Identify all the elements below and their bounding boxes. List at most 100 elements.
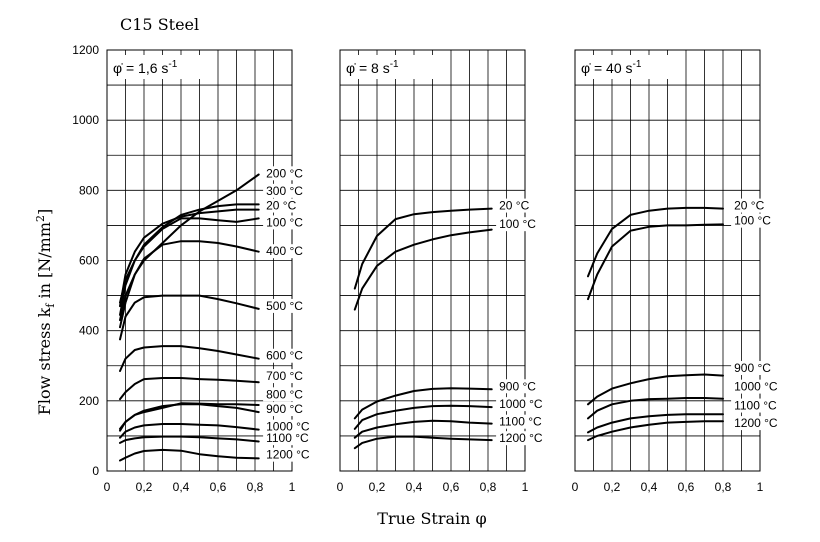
series-line-200c — [119, 173, 260, 322]
x-tick-label: 0 — [104, 480, 111, 494]
series-label-bg — [496, 217, 551, 232]
x-tick-label: 0 — [572, 480, 579, 494]
series-label-bg — [263, 387, 318, 402]
y-tick-label: 400 — [79, 324, 99, 338]
y-tick-label: 1200 — [72, 43, 99, 57]
series-label: 1100 °C — [734, 399, 777, 413]
series-label-bg — [263, 215, 318, 230]
panel-1: 0 200 400 600 800 1000 1200 0 0,2 0,4 0,6 0,8 1 φ̇ = … — [72, 43, 318, 494]
series-line-1000c — [119, 423, 260, 439]
y-tick-label: 800 — [79, 183, 99, 197]
series-label: 1000 °C — [266, 420, 310, 434]
x-tick-label: 0,4 — [406, 480, 423, 494]
series-line-1200c — [353, 435, 493, 450]
series-label: 500 °C — [266, 299, 303, 313]
series-label-bg — [731, 361, 786, 376]
series-label-bg — [731, 398, 786, 413]
series-label-bg — [263, 166, 318, 181]
y-axis-label-unit: in [N/mm — [35, 222, 54, 304]
series-label-bg — [263, 402, 318, 417]
strain-rate-label: φ̇ = 8 s-1 — [346, 59, 399, 76]
series-line-20c — [587, 206, 724, 278]
series-line-1100c — [353, 419, 493, 439]
x-tick-label: 0,8 — [480, 480, 497, 494]
series-label-bg — [731, 198, 786, 213]
series-line-1200c — [587, 420, 724, 442]
series-label: 1200 °C — [734, 416, 778, 430]
series-line-1200c — [119, 448, 260, 462]
x-tick-label: 0,8 — [715, 480, 732, 494]
series-line-1000c — [587, 397, 724, 420]
series-label: 1000 °C — [499, 397, 543, 411]
series-line-1100c — [119, 435, 260, 444]
series-label: 200 °C — [266, 166, 303, 180]
x-tick-label: 0 — [337, 480, 344, 494]
series-label-bg — [496, 397, 551, 412]
series-line-500c — [119, 294, 260, 341]
y-axis-label-end: ] — [35, 209, 54, 215]
x-tick-label: 1 — [757, 480, 764, 494]
x-tick-label: 0,6 — [443, 480, 460, 494]
chart-title: C15 Steel — [120, 15, 199, 34]
x-tick-label: 0,2 — [369, 480, 386, 494]
strain-rate-sup: -1 — [168, 59, 177, 70]
strain-rate-sup: -1 — [633, 59, 642, 70]
series-label: 20 °C — [266, 199, 296, 213]
series-line-400c — [119, 240, 260, 329]
y-axis-label-sub: f — [44, 303, 57, 308]
chart-panels: 0 200 400 600 800 1000 1200 0 0,2 0,4 0,6 0,8 1 φ̇ = … — [72, 43, 786, 494]
x-axis-label: True Strain φ — [377, 509, 486, 528]
y-axis-label-sup: 2 — [34, 215, 47, 222]
series-label: 1200 °C — [499, 431, 543, 445]
x-tick-label: 0,4 — [641, 480, 658, 494]
series-label-bg — [263, 447, 318, 462]
series-label: 1100 °C — [266, 431, 309, 445]
panel-2: 0 0,2 0,4 0,6 0,8 1 φ̇ = 8 s-1 20 °C 100 °C 900 °… — [337, 49, 551, 494]
series-line-1000c — [353, 404, 493, 430]
x-tick-label: 0,2 — [136, 480, 153, 494]
series-line-1100c — [587, 413, 724, 434]
strain-rate-sup: -1 — [390, 59, 399, 70]
series-label-bg — [731, 379, 786, 394]
x-tick-label: 0,6 — [678, 480, 695, 494]
series-line-900c — [119, 403, 260, 430]
x-tick-label: 0,4 — [173, 480, 190, 494]
panel-frame — [106, 49, 293, 472]
series-label-bg — [263, 298, 318, 313]
series-label: 20 °C — [734, 199, 764, 213]
strain-rate-label: φ̇ = 40 s-1 — [581, 59, 642, 76]
strain-rate-text: φ̇ = 1,6 s — [113, 60, 168, 76]
series-label-bg — [496, 379, 551, 394]
series-label: 100 °C — [499, 217, 536, 231]
series-label-bg — [263, 369, 318, 384]
series-line-100c — [119, 217, 260, 304]
series-label-bg — [731, 416, 786, 431]
y-tick-label: 600 — [79, 254, 99, 268]
series-label-bg — [263, 244, 318, 259]
x-tick-label: 0,2 — [604, 480, 621, 494]
series-line-100c — [587, 223, 724, 301]
y-tick-label: 200 — [79, 394, 99, 408]
x-tick-label: 1 — [289, 480, 296, 494]
series-line-20c — [353, 207, 493, 290]
series-label: 1100 °C — [499, 415, 542, 429]
series-label: 100 °C — [734, 214, 771, 228]
series-line-20c — [119, 208, 260, 308]
series-label: 100 °C — [266, 215, 303, 229]
series-label-bg — [263, 431, 318, 446]
series-label: 800 °C — [266, 387, 303, 401]
panel-frame — [574, 49, 761, 472]
series-label: 900 °C — [266, 402, 303, 416]
series-line-600c — [119, 345, 260, 372]
series-label: 400 °C — [266, 244, 303, 258]
series-label: 20 °C — [499, 199, 529, 213]
series-label: 1200 °C — [266, 448, 310, 462]
y-axis-label-main: Flow stress k — [35, 307, 54, 415]
rate-label-bg — [110, 55, 202, 79]
strain-rate-text: φ̇ = 8 s — [346, 60, 390, 76]
series-label-bg — [731, 213, 786, 228]
series-label-bg — [263, 198, 318, 213]
series-label-bg — [263, 183, 318, 198]
